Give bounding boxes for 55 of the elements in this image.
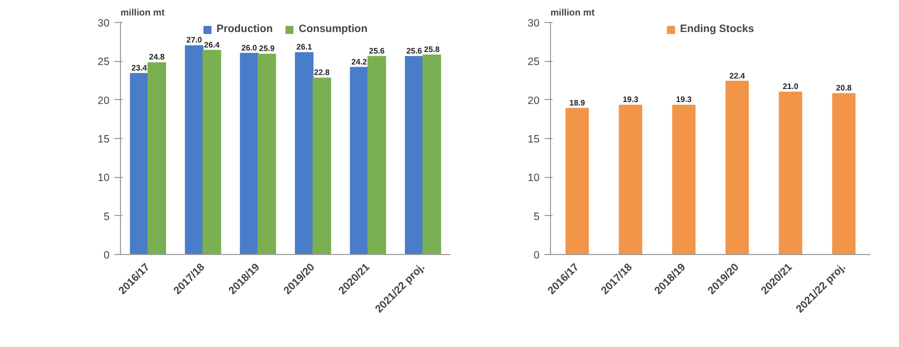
- bar: [130, 73, 148, 254]
- y-tick-label: 15: [528, 134, 540, 146]
- y-tick-label: 15: [98, 134, 110, 146]
- data-label: 24.2: [351, 57, 368, 66]
- y-tick-label: 5: [104, 210, 110, 223]
- bar: [672, 104, 696, 254]
- y-axis-title: million mt: [120, 8, 165, 18]
- y-tick-label: 10: [528, 172, 540, 184]
- bar: [312, 78, 332, 254]
- y-tick-label: 30: [98, 18, 110, 30]
- y-tick-label: 25: [528, 56, 540, 68]
- legend-label: Production: [216, 23, 273, 35]
- data-label: 22.4: [729, 71, 746, 80]
- bar: [240, 52, 258, 254]
- data-label: 26.0: [241, 43, 258, 52]
- bar: [350, 66, 368, 254]
- data-label: 27.0: [186, 36, 203, 45]
- data-label: 21.0: [782, 82, 799, 92]
- bar: [404, 56, 424, 254]
- y-tick-label: 25: [98, 56, 110, 68]
- bar: [368, 56, 386, 254]
- y-tick-label: 30: [528, 18, 540, 30]
- bar: [565, 108, 589, 254]
- y-tick-label: 20: [98, 94, 110, 107]
- data-label: 26.1: [296, 42, 313, 52]
- bar: [258, 54, 276, 254]
- bar: [294, 52, 314, 254]
- data-label: 23.4: [131, 64, 148, 73]
- y-axis-title: million mt: [550, 8, 595, 18]
- data-label: 19.3: [622, 95, 639, 104]
- y-tick-label: 0: [534, 250, 540, 262]
- data-label: 18.9: [569, 98, 586, 108]
- data-label: 20.8: [836, 84, 852, 93]
- legend-label: Ending Stocks: [680, 23, 754, 35]
- data-label: 25.6: [406, 46, 423, 56]
- data-label: 25.9: [259, 44, 276, 54]
- bar: [202, 50, 222, 254]
- bar: [148, 62, 166, 254]
- data-label: 26.4: [204, 40, 220, 50]
- y-tick-label: 20: [528, 94, 540, 107]
- data-label: 24.8: [149, 52, 166, 62]
- legend-label: Consumption: [298, 23, 368, 35]
- data-label: 25.6: [369, 46, 386, 56]
- y-tick-label: 10: [98, 172, 110, 184]
- bar: [725, 80, 749, 254]
- y-tick-label: 5: [534, 210, 540, 223]
- y-tick-label: 0: [104, 250, 110, 262]
- bar: [832, 93, 856, 254]
- data-label: 25.8: [424, 44, 440, 54]
- bar: [422, 54, 442, 254]
- bar: [618, 104, 642, 254]
- data-label: 22.8: [314, 68, 330, 78]
- data-label: 19.3: [676, 95, 692, 104]
- bar: [778, 92, 802, 254]
- bar: [184, 45, 204, 254]
